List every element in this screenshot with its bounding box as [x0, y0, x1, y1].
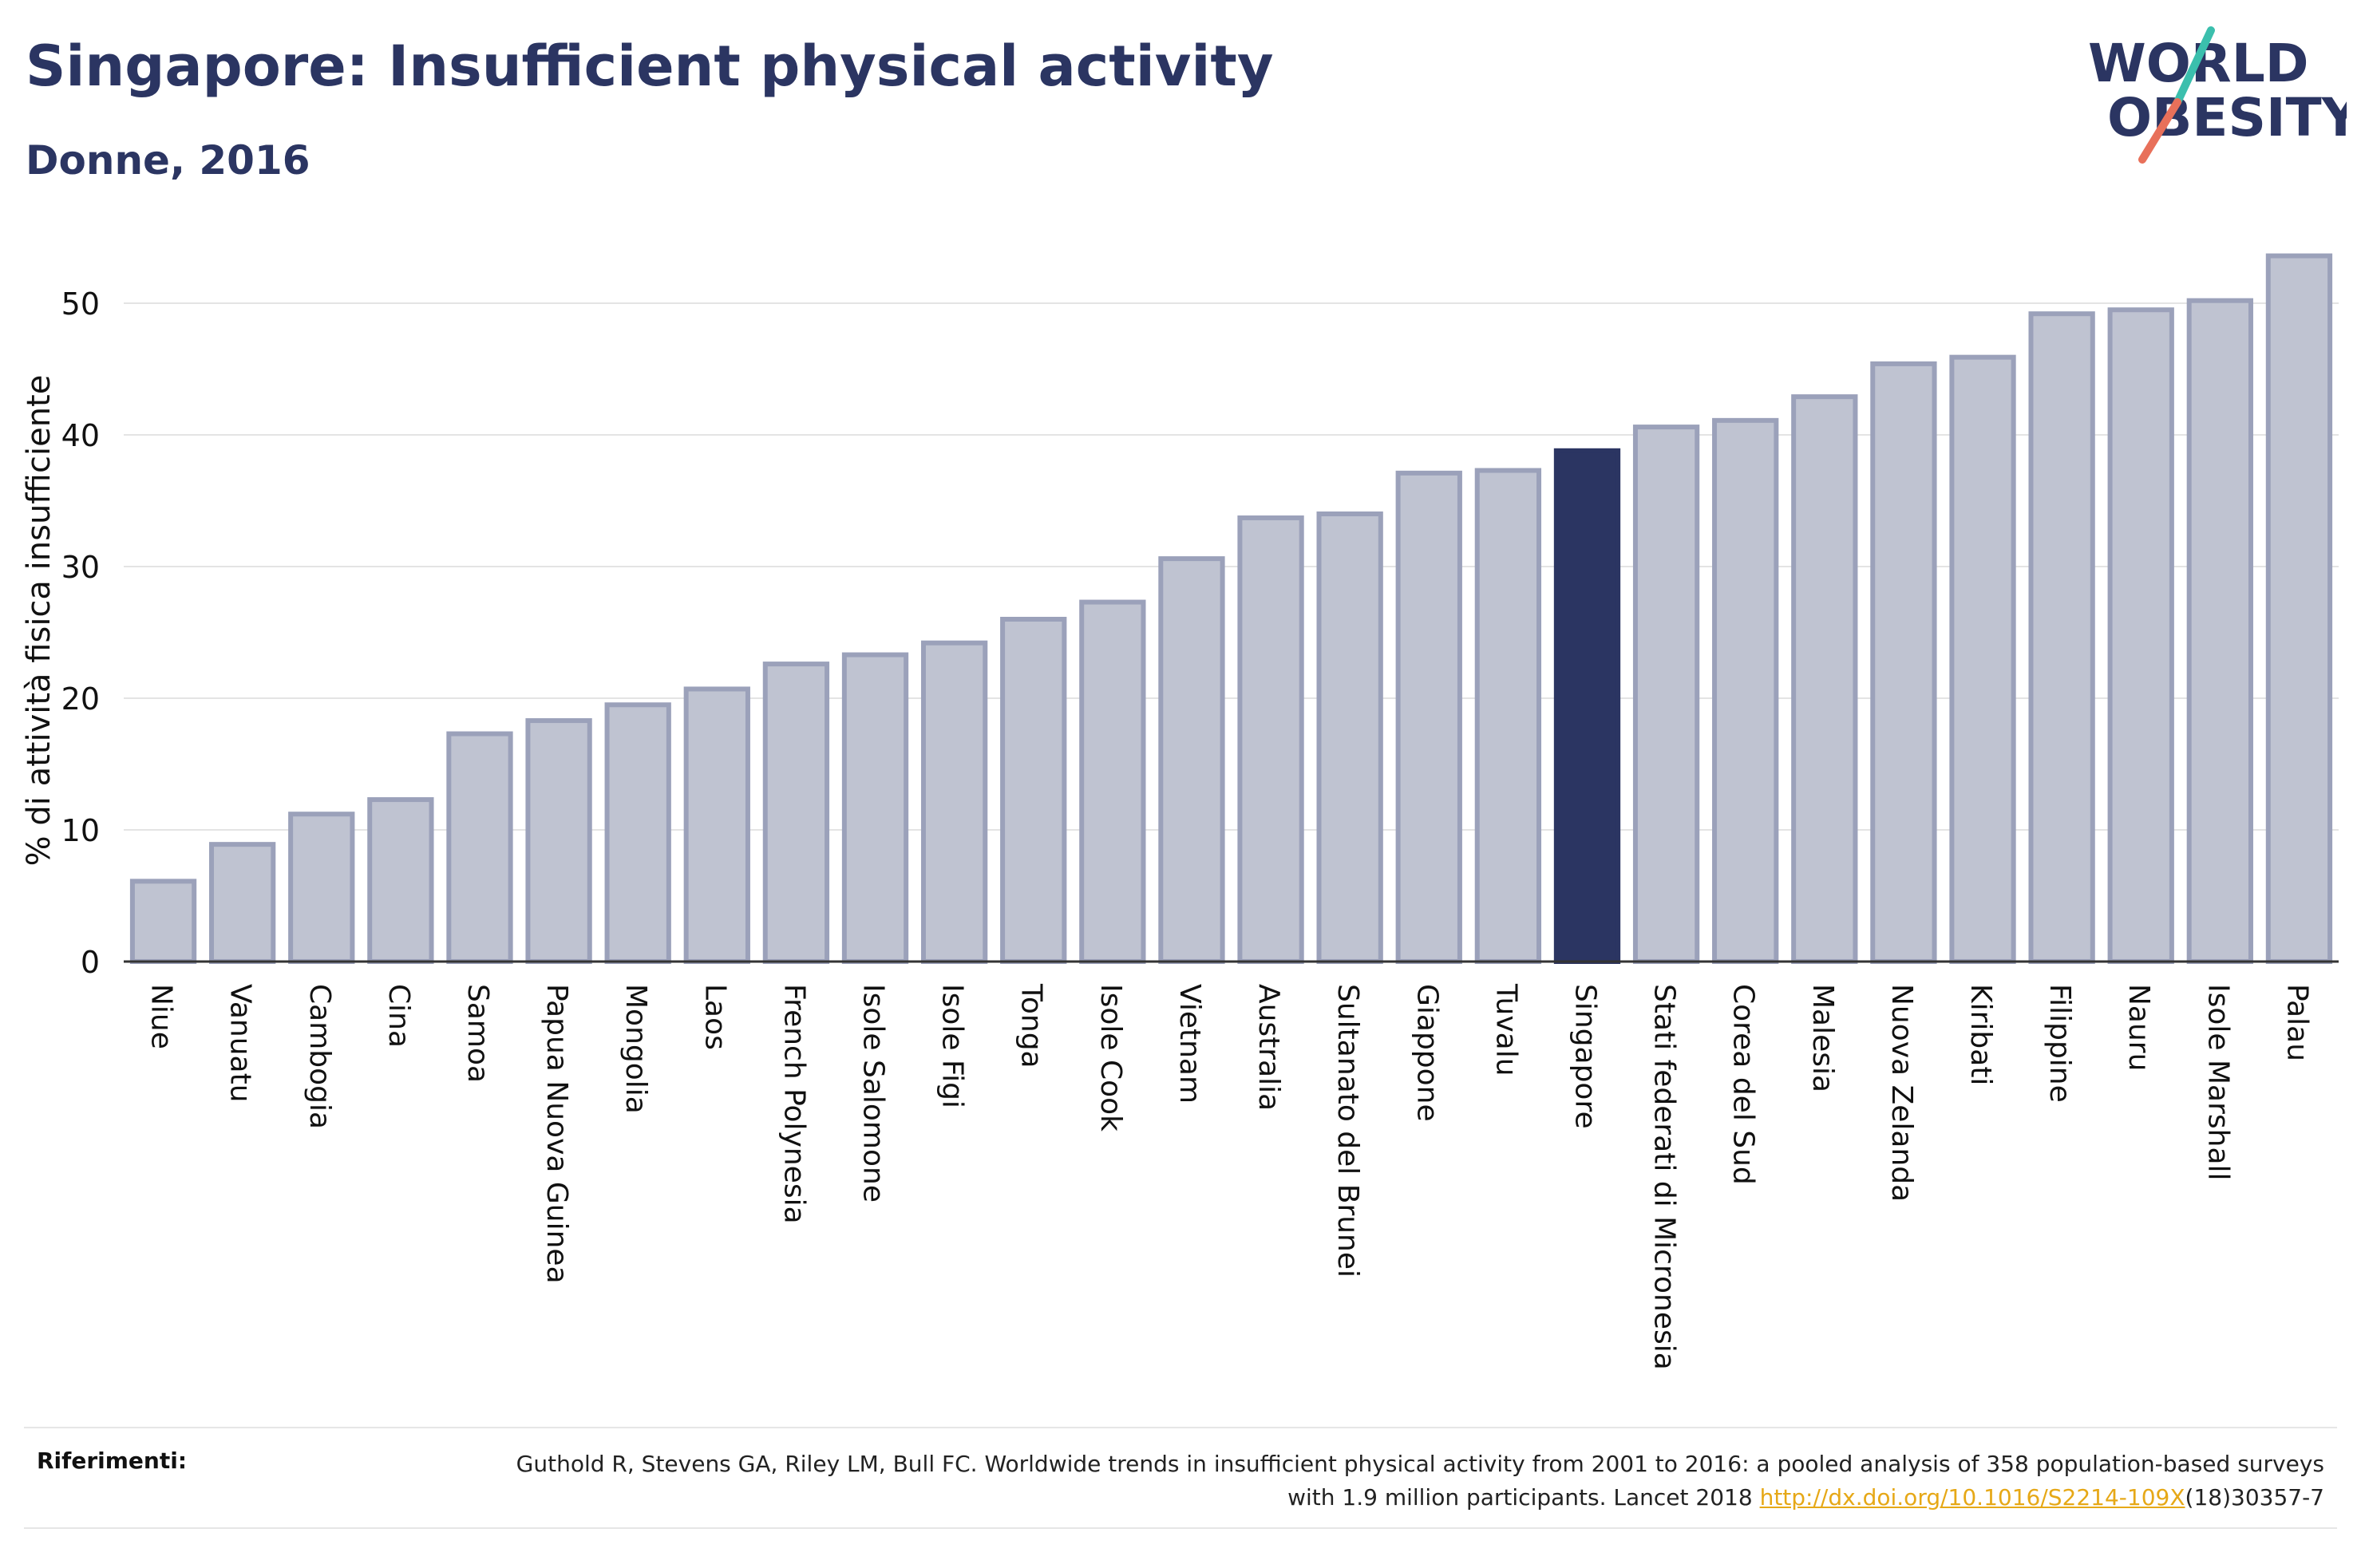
x-tick-label-corea-del-sud: Corea del Sud	[1727, 984, 1760, 1185]
x-tick-label-niue: Niue	[145, 984, 178, 1049]
y-axis-ticks: 0 10 20 30 40 50	[61, 286, 100, 980]
x-tick-label-tonga: Tonga	[1015, 983, 1048, 1068]
bar-singapore	[1553, 448, 1621, 964]
bar-isole-cook	[1079, 599, 1146, 964]
chart-title: Singapore: Insufficient physical activit…	[26, 34, 1274, 99]
x-tick-label-cambogia: Cambogia	[303, 984, 336, 1129]
x-tick-label-french-polynesia: French Polynesia	[777, 984, 810, 1224]
x-tick-label-samoa: Samoa	[461, 984, 494, 1083]
x-tick-label-australia: Australia	[1252, 984, 1285, 1111]
x-tick-label-laos: Laos	[698, 984, 731, 1050]
bar-malesia	[1791, 394, 1858, 964]
bar-french-polynesia	[762, 662, 830, 964]
references-citation: Guthold R, Stevens GA, Riley LM, Bull FC…	[516, 1451, 2324, 1511]
x-tick-label-isole-cook: Isole Cook	[1094, 984, 1127, 1132]
x-tick-label-isole-figi: Isole Figi	[936, 984, 969, 1108]
y-tick-label-10: 10	[61, 813, 100, 848]
bar-cina	[367, 797, 434, 964]
bar-vietnam	[1158, 556, 1225, 964]
x-tick-label-papua-nuova-guinea: Papua Nuova Guinea	[540, 984, 573, 1284]
bar-tuvalu	[1474, 468, 1542, 964]
x-tick-label-cina: Cina	[382, 984, 415, 1048]
bar-corea-del-sud	[1712, 417, 1779, 964]
x-tick-label-nauru: Nauru	[2122, 984, 2155, 1071]
bar-australia	[1237, 515, 1304, 964]
x-tick-label-palau: Palau	[2280, 984, 2313, 1061]
bars	[129, 253, 2333, 965]
x-tick-label-vanuatu: Vanuatu	[224, 984, 257, 1103]
bar-mongolia	[604, 702, 671, 964]
bar-chart: 0 10 20 30 40 50 Niue Vanuatu Cambogia Cina Samoa…	[21, 253, 2339, 1370]
x-tick-label-filippine: Filippine	[2043, 984, 2076, 1103]
bar-nauru	[2107, 307, 2174, 964]
bar-giappone	[1395, 470, 1462, 964]
bar-isole-salomone	[841, 652, 909, 964]
x-tick-label-mongolia: Mongolia	[619, 984, 652, 1114]
bar-nuova-zelanda	[1870, 361, 1937, 964]
bar-vanuatu	[209, 842, 276, 965]
bar-samoa	[446, 731, 513, 964]
y-tick-label-40: 40	[61, 418, 100, 453]
world-obesity-logo: WORLD OBESITY	[2088, 26, 2347, 164]
x-tick-label-vietnam: Vietnam	[1173, 984, 1206, 1104]
x-tick-label-nuova-zelanda: Nuova Zelanda	[1885, 984, 1918, 1202]
bar-isole-figi	[920, 640, 988, 964]
bar-papua-nuova-guinea	[525, 718, 592, 964]
bar-isole-marshall	[2186, 298, 2253, 964]
bar-sultanato-del-brunei	[1316, 511, 1383, 964]
doi-link[interactable]: http://dx.doi.org/10.1016/S2214-109X	[1759, 1484, 2185, 1511]
y-tick-label-20: 20	[61, 681, 100, 717]
logo-slash-teal	[2173, 26, 2215, 106]
bar-niue	[129, 879, 197, 964]
x-tick-label-stati-federati-di-micronesia: Stati federati di Micronesia	[1648, 984, 1681, 1370]
x-tick-label-giappone: Giappone	[1410, 984, 1443, 1122]
bar-stati-federati-di-micronesia	[1632, 425, 1700, 964]
bar-tonga	[1000, 617, 1067, 964]
references-text: Guthold R, Stevens GA, Riley LM, Bull FC…	[488, 1448, 2324, 1515]
y-tick-label-0: 0	[81, 945, 100, 980]
x-tick-label-sultanato-del-brunei: Sultanato del Brunei	[1331, 984, 1364, 1278]
y-tick-label-50: 50	[61, 286, 100, 322]
bar-palau	[2265, 253, 2333, 965]
y-axis-label: % di attività fisica insufficiente	[21, 375, 57, 867]
bar-cambogia	[288, 812, 355, 965]
logo-text-obesity: OBESITY	[2107, 87, 2347, 148]
x-tick-label-singapore: Singapore	[1568, 984, 1601, 1129]
x-tick-label-isole-marshall: Isole Marshall	[2201, 984, 2234, 1181]
x-axis-labels: Niue Vanuatu Cambogia Cina Samoa Papua Nuova …	[145, 983, 2314, 1370]
x-tick-label-isole-salomone: Isole Salomone	[857, 984, 890, 1203]
bar-filippine	[2028, 311, 2095, 964]
chart-subtitle: Donne, 2016	[26, 137, 310, 184]
x-tick-label-tuvalu: Tuvalu	[1489, 983, 1522, 1076]
logo-slash-red	[2138, 98, 2181, 164]
bar-laos	[683, 686, 750, 964]
references-box: Riferimenti: Guthold R, Stevens GA, Rile…	[24, 1427, 2337, 1529]
bar-kiribati	[1949, 354, 2016, 964]
x-tick-label-kiribati: Kiribati	[1964, 984, 1997, 1085]
y-tick-label-30: 30	[61, 550, 100, 585]
references-label: Riferimenti:	[37, 1448, 188, 1474]
x-tick-label-malesia: Malesia	[1806, 984, 1839, 1092]
references-citation-suffix: (18)30357-7	[2185, 1484, 2324, 1511]
